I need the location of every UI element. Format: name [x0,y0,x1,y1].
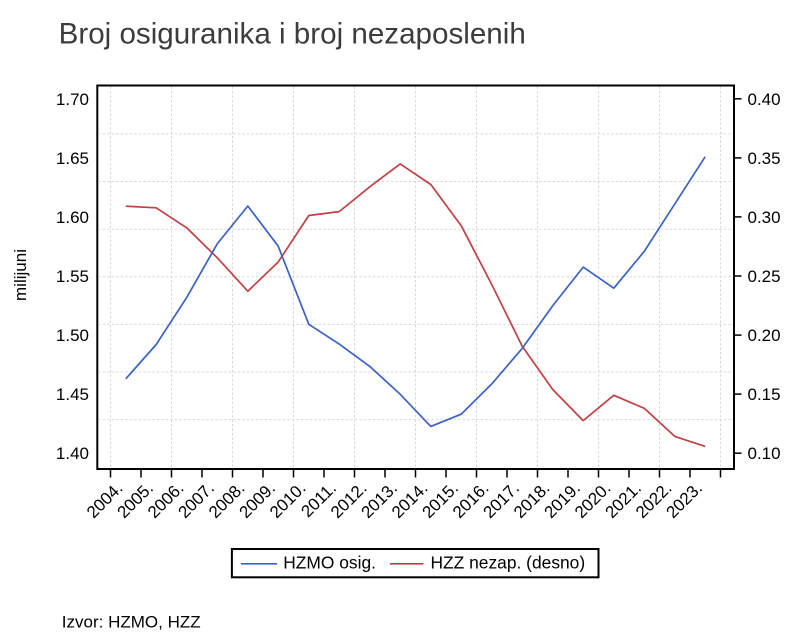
svg-text:HZMO osig.: HZMO osig. [283,552,376,572]
svg-text:Izvor: HZMO, HZZ: Izvor: HZMO, HZZ [62,612,201,631]
svg-text:1.40: 1.40 [56,444,89,463]
svg-text:0.10: 0.10 [748,444,781,463]
svg-text:1.65: 1.65 [56,149,89,168]
svg-text:1.50: 1.50 [56,326,89,345]
svg-text:0.25: 0.25 [748,267,781,286]
svg-text:1.60: 1.60 [56,208,89,227]
svg-text:0.40: 0.40 [748,90,781,109]
svg-text:1.55: 1.55 [56,267,89,286]
svg-text:1.45: 1.45 [56,385,89,404]
svg-text:0.15: 0.15 [748,385,781,404]
svg-text:milijuni: milijuni [11,249,30,301]
svg-text:0.30: 0.30 [748,208,781,227]
svg-text:0.20: 0.20 [748,326,781,345]
svg-text:1.70: 1.70 [56,90,89,109]
svg-text:0.35: 0.35 [748,149,781,168]
svg-text:HZZ nezap. (desno): HZZ nezap. (desno) [431,552,586,572]
svg-text:Broj osiguranika i broj nezapo: Broj osiguranika i broj nezaposlenih [59,18,526,51]
